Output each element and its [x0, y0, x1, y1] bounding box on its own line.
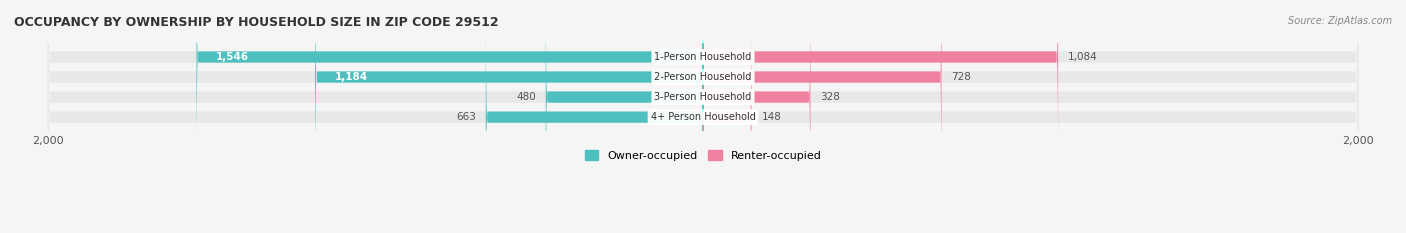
- Text: 4+ Person Household: 4+ Person Household: [651, 112, 755, 122]
- Text: 728: 728: [952, 72, 972, 82]
- Text: 1,084: 1,084: [1069, 52, 1098, 62]
- Text: 3-Person Household: 3-Person Household: [654, 92, 752, 102]
- FancyBboxPatch shape: [48, 0, 1358, 232]
- Text: 1,184: 1,184: [335, 72, 368, 82]
- Text: Source: ZipAtlas.com: Source: ZipAtlas.com: [1288, 16, 1392, 26]
- FancyBboxPatch shape: [486, 3, 703, 232]
- Text: OCCUPANCY BY OWNERSHIP BY HOUSEHOLD SIZE IN ZIP CODE 29512: OCCUPANCY BY OWNERSHIP BY HOUSEHOLD SIZE…: [14, 16, 499, 29]
- Text: 2-Person Household: 2-Person Household: [654, 72, 752, 82]
- Legend: Owner-occupied, Renter-occupied: Owner-occupied, Renter-occupied: [581, 146, 825, 165]
- FancyBboxPatch shape: [197, 0, 703, 172]
- FancyBboxPatch shape: [315, 0, 703, 192]
- FancyBboxPatch shape: [546, 0, 703, 212]
- Text: 480: 480: [516, 92, 536, 102]
- FancyBboxPatch shape: [703, 0, 810, 212]
- Text: 663: 663: [456, 112, 477, 122]
- FancyBboxPatch shape: [48, 0, 1358, 233]
- FancyBboxPatch shape: [48, 0, 1358, 212]
- FancyBboxPatch shape: [703, 0, 942, 192]
- Text: 1,546: 1,546: [217, 52, 249, 62]
- FancyBboxPatch shape: [703, 3, 751, 232]
- Text: 148: 148: [761, 112, 782, 122]
- FancyBboxPatch shape: [48, 0, 1358, 233]
- Text: 328: 328: [820, 92, 841, 102]
- FancyBboxPatch shape: [703, 0, 1059, 172]
- Text: 1-Person Household: 1-Person Household: [654, 52, 752, 62]
